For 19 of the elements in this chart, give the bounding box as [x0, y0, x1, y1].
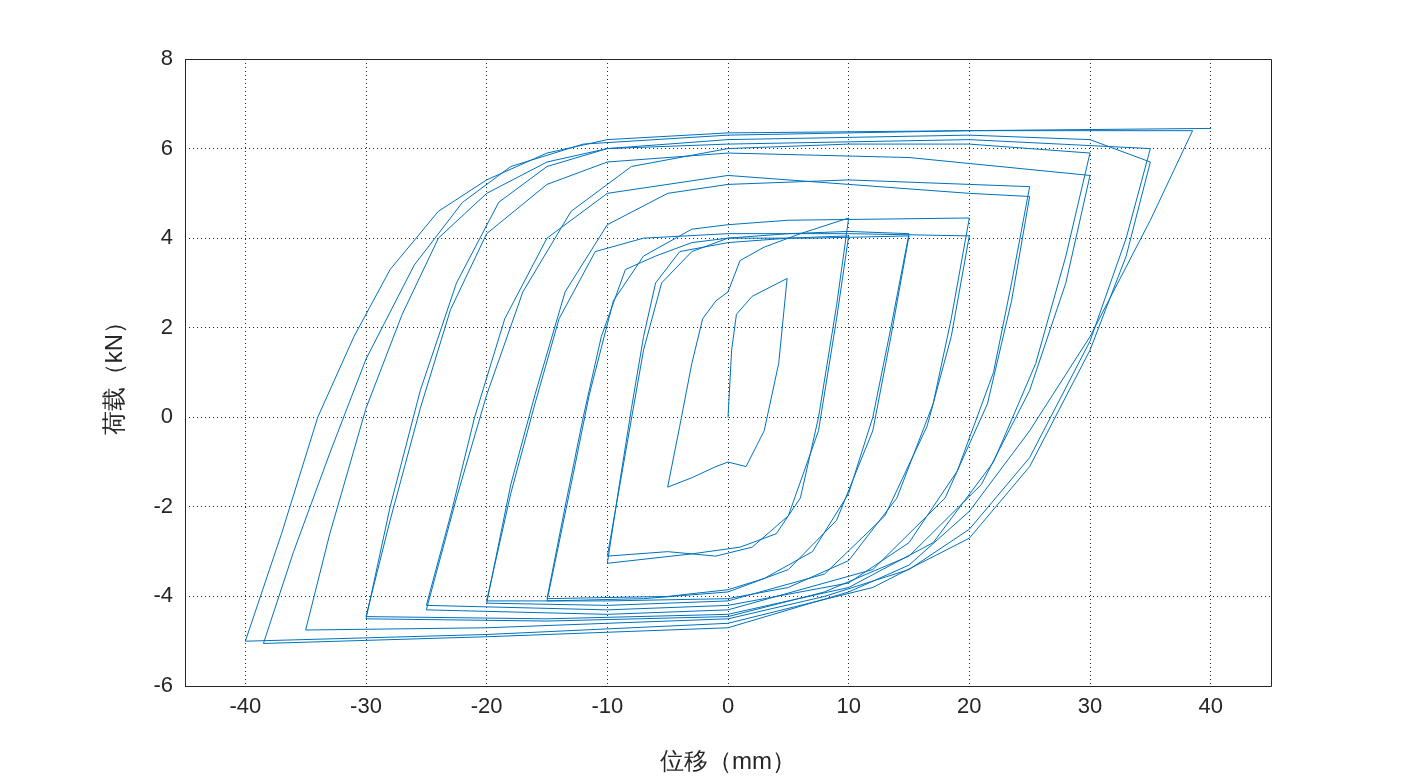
y-tick-label: -4: [153, 582, 173, 608]
x-tick-label: 0: [721, 693, 735, 719]
y-tick-label: -6: [153, 672, 173, 698]
x-tick-label: -30: [350, 693, 382, 719]
y-tick-label: 8: [160, 45, 173, 71]
x-tick-label: 20: [957, 693, 982, 719]
y-tick-label: -2: [153, 492, 173, 518]
x-tick-label: -10: [591, 693, 624, 719]
x-tick-label: -40: [229, 693, 262, 719]
x-axis-title: 位移（mm）: [660, 747, 796, 775]
y-tick-label: 0: [160, 403, 173, 429]
x-tick-label: 40: [1198, 693, 1223, 719]
y-tick-label: 2: [160, 313, 173, 339]
x-tick-label: 30: [1077, 693, 1103, 719]
y-tick-label: 4: [160, 224, 173, 250]
y-axis-title: 荷载（kN）: [100, 309, 128, 436]
x-tick-label: 10: [836, 693, 861, 719]
y-tick-label: 6: [160, 134, 173, 160]
x-tick-label: -20: [470, 693, 503, 719]
